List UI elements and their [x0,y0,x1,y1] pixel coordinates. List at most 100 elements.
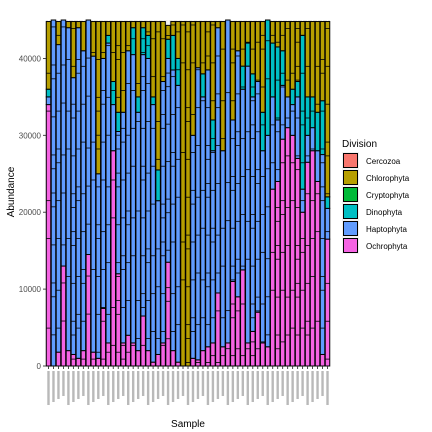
sample-bar [135,21,141,367]
bar-segment-haptophyta [210,150,216,344]
x-tick-label [131,371,135,402]
x-tick-label [62,371,65,396]
bar-segment-ochrophyta [70,353,77,367]
bar-segment-chlorophyta [140,21,146,29]
sample-bar [170,21,176,367]
bar-segment-haptophyta [125,50,131,336]
legend-swatch [343,187,358,202]
bar-segment-haptophyta [135,111,141,352]
x-tick-label [311,371,314,402]
bar-segment-dinophyta [324,196,331,209]
x-tick-label [216,371,220,399]
x-tick-label [271,371,274,402]
bar-segment-dinophyta [210,119,216,152]
bar-segment-dinophyta [274,46,281,121]
bar-segment-dinophyta [110,81,117,106]
bar-segment-dinophyta [115,111,121,132]
bar-segment-dinophyta [170,34,176,71]
sample-bar [255,21,261,367]
bar-segment-haptophyta [269,96,276,190]
bar-segment-ochrophyta [250,330,256,367]
bar-segment-chlorophyta [314,21,321,113]
sample-bar [284,21,291,367]
bar-segment-haptophyta [274,119,281,182]
bar-segment-ochrophyta [205,346,211,367]
bar-segment-ochrophyta [230,280,236,367]
bar-segment-ochrophyta [284,127,291,367]
bar-segment-ochrophyta [240,269,246,367]
bar-segment-ochrophyta [95,357,102,367]
bar-segment-haptophyta [60,19,67,267]
legend-label: Ochrophyta [366,242,408,251]
x-tick-label [201,371,205,396]
bar-segment-ochrophyta [45,104,52,367]
x-tick-label [241,371,245,396]
bar-segment-dinophyta [294,81,301,98]
bar-segment-dinophyta [314,111,321,152]
bar-segment-haptophyta [120,111,126,344]
bar-segment-ochrophyta [289,134,296,367]
bar-segment-haptophyta [175,84,181,363]
bar-segment-ochrophyta [314,180,321,367]
bar-segment-haptophyta [80,50,87,352]
bar-segment-chlorophyta [115,21,121,113]
bar-segment-dinophyta [264,19,271,136]
bar-segment-chlorophyta [200,21,206,75]
bar-segment-ochrophyta [299,211,306,367]
bar-segment-haptophyta [324,207,331,240]
sample-bar [175,21,181,367]
bar-segment-chlorophyta [155,21,161,171]
sample-bar [50,19,57,367]
bar-segment-ochrophyta [75,357,82,367]
bar-segment-chlorophyta [230,21,236,121]
bar-segment-haptophyta [150,104,156,363]
sample-bar [130,21,136,367]
bar-segment-ochrophyta [274,180,281,367]
bar-segment-dinophyta [319,100,326,156]
bar-segment-haptophyta [205,69,211,348]
sample-bar [274,21,281,367]
bar-segment-ochrophyta [245,342,251,367]
legend-item: Cercozoa [342,152,401,169]
bar-segment-chlorophyta [150,21,156,98]
bar-segment-chlorophyta [255,21,261,83]
bar-segment-haptophyta [319,154,326,355]
bar-segment-ochrophyta [319,353,326,367]
bar-segment-ochrophyta [135,350,141,367]
sample-bar [80,21,87,367]
legend-label: Haptophyta [366,225,407,234]
sample-bar [95,21,102,367]
bar-segment-ochrophyta [255,311,261,367]
legend-label: Cryptophyta [366,191,410,200]
sample-bar [259,21,266,367]
bar-segment-dinophyta [259,111,266,152]
x-tick-label [122,371,125,396]
bar-segment-ochrophyta [150,361,156,367]
legend-swatch [343,153,358,168]
bar-segment-chlorophyta [65,21,72,29]
bar-segment-ochrophyta [309,150,316,367]
sample-bar [180,21,186,367]
bar-segment-haptophyta [240,88,246,271]
x-tick-label [97,371,100,399]
x-tick-label [77,371,80,399]
bar-segment-chlorophyta [299,21,306,36]
sample-bar [235,21,241,367]
bar-segment-haptophyta [45,96,52,106]
legend-swatch [343,238,358,253]
bar-segment-chlorophyta [324,21,331,198]
bar-segment-haptophyta [309,127,316,152]
bar-segment-haptophyta [190,134,196,359]
legend-item: Cryptophyta [342,186,410,203]
bar-segment-haptophyta [304,134,311,163]
bar-segment-chlorophyta [180,21,186,367]
bar-segment-chlorophyta [80,21,87,52]
x-tick-label [276,371,279,399]
bar-segment-chlorophyta [130,21,136,29]
bar-segment-haptophyta [195,67,201,361]
bar-segment-ochrophyta [85,254,92,367]
bar-segment-haptophyta [245,65,251,344]
bar-segment-chlorophyta [235,21,241,52]
bar-segment-haptophyta [289,104,296,136]
sample-bar [279,21,286,367]
